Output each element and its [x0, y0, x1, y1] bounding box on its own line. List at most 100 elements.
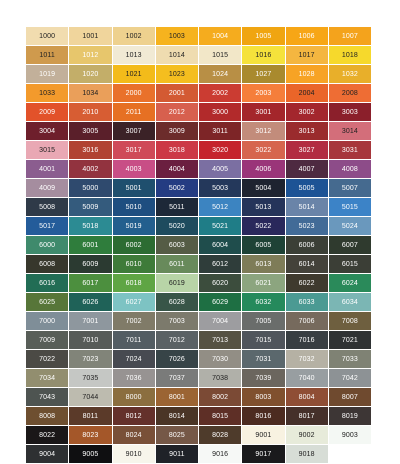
color-swatch: 6028	[155, 293, 198, 311]
swatch-row: 1011 1012 1013 1014 1015 1016 1017 1018	[26, 46, 372, 64]
swatch-row: 5008 5009 5010 5011 5012 5013 5014 5015	[26, 198, 372, 216]
color-swatch: 3012	[242, 122, 285, 140]
swatch-row: 7000 7001 7002 7003 7004 7005 7006 7008	[26, 312, 372, 330]
color-swatch: 6003	[155, 236, 198, 254]
color-swatch: 1000	[26, 27, 69, 45]
swatch-row: 4001 4002 4003 4004 4005 4006 4007 4008	[26, 160, 372, 178]
ral-color-chart: 1000 1001 1002 1003 1004 1005 1006 1007 1011 1012…	[26, 27, 372, 464]
color-swatch: 1033	[26, 84, 69, 102]
color-swatch: 4004	[155, 160, 198, 178]
color-swatch: 5019	[112, 217, 155, 235]
color-swatch: 2010	[69, 103, 112, 121]
color-swatch: 6022	[285, 274, 328, 292]
color-swatch: 8028	[199, 426, 242, 444]
color-swatch: 1013	[112, 46, 155, 64]
color-swatch: 6020	[199, 274, 242, 292]
color-swatch: 1021	[112, 65, 155, 83]
color-swatch: 6007	[328, 236, 371, 254]
color-swatch: 3005	[69, 122, 112, 140]
color-swatch: 5015	[328, 198, 371, 216]
color-swatch: 7012	[155, 331, 198, 349]
color-swatch: 2008	[328, 84, 371, 102]
color-swatch: 5007	[328, 179, 371, 197]
color-swatch: 4001	[26, 160, 69, 178]
color-swatch: 2012	[155, 103, 198, 121]
color-swatch: 3004	[26, 122, 69, 140]
color-swatch: 3017	[112, 141, 155, 159]
color-swatch: 5000	[69, 179, 112, 197]
color-swatch: 6008	[26, 255, 69, 273]
color-swatch: 8004	[285, 388, 328, 406]
color-swatch: 7002	[112, 312, 155, 330]
color-swatch: 7009	[26, 331, 69, 349]
color-swatch: 7026	[155, 350, 198, 368]
color-swatch: 4006	[242, 160, 285, 178]
color-swatch: 4002	[69, 160, 112, 178]
color-swatch: 6013	[242, 255, 285, 273]
color-swatch: 6009	[69, 255, 112, 273]
color-swatch: 1032	[328, 65, 371, 83]
color-swatch: 6032	[242, 293, 285, 311]
color-swatch: 7032	[285, 350, 328, 368]
swatch-row: 3004 3005 3007 3009 3011 3012 3013 3014	[26, 122, 372, 140]
color-swatch: 9005	[69, 445, 112, 463]
color-swatch: 7035	[69, 369, 112, 387]
color-swatch: 7037	[155, 369, 198, 387]
color-swatch: 5017	[26, 217, 69, 235]
color-swatch: 5005	[285, 179, 328, 197]
color-swatch: 8025	[155, 426, 198, 444]
color-swatch: 3022	[242, 141, 285, 159]
color-swatch: 6014	[285, 255, 328, 273]
color-swatch: 8019	[328, 407, 371, 425]
color-swatch: 7023	[69, 350, 112, 368]
color-swatch: 1005	[242, 27, 285, 45]
color-swatch: 7011	[112, 331, 155, 349]
color-swatch: 3002	[285, 103, 328, 121]
swatch-row: 7022 7023 7024 7026 7030 7031 7032 7033	[26, 350, 372, 368]
swatch-row: 2009 2010 2011 2012 3000 3001 3002 3003	[26, 103, 372, 121]
color-swatch: 6015	[328, 255, 371, 273]
swatch-row: 8022 8023 8024 8025 8028 9001 9002 9003	[26, 426, 372, 444]
color-swatch: 7039	[242, 369, 285, 387]
color-swatch: 8023	[69, 426, 112, 444]
color-swatch: 6017	[69, 274, 112, 292]
color-swatch: 5013	[242, 198, 285, 216]
color-swatch: 7013	[199, 331, 242, 349]
color-swatch: 7034	[26, 369, 69, 387]
color-swatch: 3011	[199, 122, 242, 140]
color-swatch: 5004	[242, 179, 285, 197]
color-swatch: 9010	[112, 445, 155, 463]
color-swatch: 1019	[26, 65, 69, 83]
color-swatch: 1017	[285, 46, 328, 64]
swatch-row: 5017 5018 5019 5020 5021 5022 5023 5024	[26, 217, 372, 235]
color-swatch: 1024	[199, 65, 242, 83]
color-swatch: 1012	[69, 46, 112, 64]
swatch-row: 8008 8011 8012 8014 8015 8016 8017 8019	[26, 407, 372, 425]
color-swatch: 5022	[242, 217, 285, 235]
color-swatch: 6027	[112, 293, 155, 311]
color-swatch: 8008	[26, 407, 69, 425]
color-swatch	[328, 445, 371, 463]
color-swatch: 9017	[242, 445, 285, 463]
color-swatch: 6025	[26, 293, 69, 311]
color-swatch: 3014	[328, 122, 371, 140]
swatch-row: 6008 6009 6010 6011 6012 6013 6014 6015	[26, 255, 372, 273]
color-swatch: 6001	[69, 236, 112, 254]
color-swatch: 9003	[328, 426, 371, 444]
color-swatch: 1003	[155, 27, 198, 45]
color-swatch: 5011	[155, 198, 198, 216]
color-swatch: 3018	[155, 141, 198, 159]
color-swatch: 6012	[199, 255, 242, 273]
color-swatch: 2001	[155, 84, 198, 102]
color-swatch: 3001	[242, 103, 285, 121]
color-swatch: 1020	[69, 65, 112, 83]
color-swatch: 9001	[242, 426, 285, 444]
color-swatch: 7033	[328, 350, 371, 368]
color-swatch: 1023	[155, 65, 198, 83]
color-swatch: 8003	[242, 388, 285, 406]
swatch-row: 4009 5000 5001 5002 5003 5004 5005 5007	[26, 179, 372, 197]
color-swatch: 2011	[112, 103, 155, 121]
swatch-row: 9004 9005 9010 9011 9016 9017 9018	[26, 445, 372, 463]
swatch-row: 7034 7035 7036 7037 7038 7039 7040 7042	[26, 369, 372, 387]
color-swatch: 7030	[199, 350, 242, 368]
